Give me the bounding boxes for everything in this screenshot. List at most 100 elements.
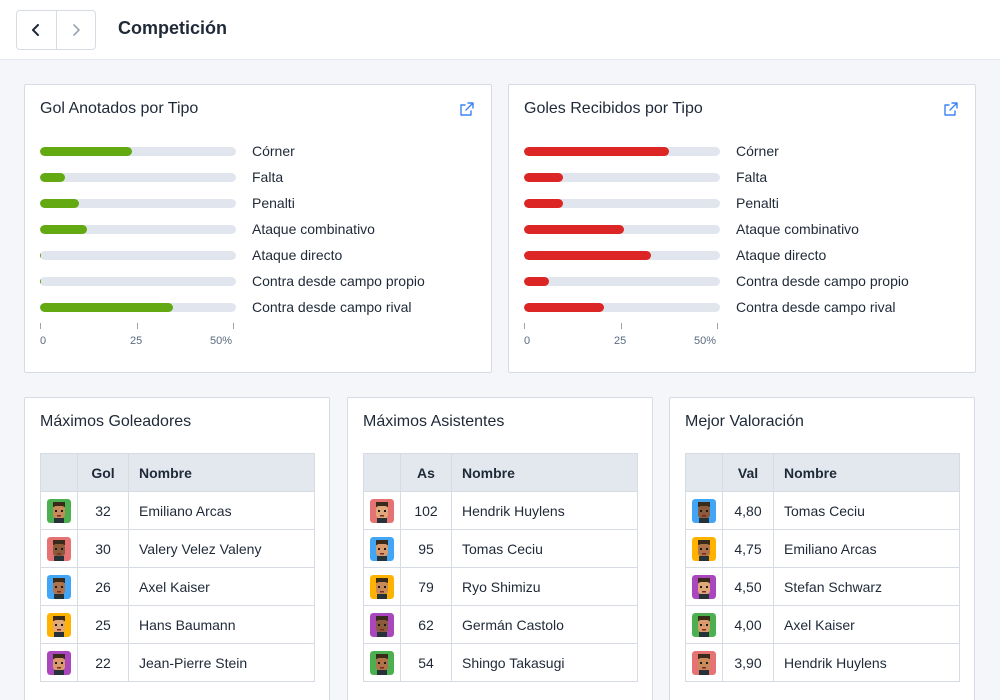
player-name[interactable]: Tomas Ceciu — [451, 529, 638, 568]
player-name[interactable]: Axel Kaiser — [128, 567, 315, 606]
avatar-cell — [363, 529, 401, 568]
table-row[interactable]: 4,00 Axel Kaiser — [685, 605, 960, 644]
player-name[interactable]: Hendrik Huylens — [773, 643, 960, 682]
stat-value: 4,50 — [722, 567, 774, 606]
table-row[interactable]: 22 Jean-Pierre Stein — [40, 643, 315, 682]
player-name[interactable]: Stefan Schwarz — [773, 567, 960, 606]
player-name[interactable]: Emiliano Arcas — [128, 491, 315, 530]
table-row[interactable]: 32 Emiliano Arcas — [40, 491, 315, 530]
x-axis: 0 25 50% — [40, 323, 240, 353]
bar-row: Falta — [524, 165, 964, 191]
forward-button[interactable] — [55, 11, 95, 49]
stat-value: 25 — [77, 605, 129, 644]
player-name[interactable]: Emiliano Arcas — [773, 529, 960, 568]
player-avatar-icon — [370, 574, 394, 599]
table-row[interactable]: 62 Germán Castolo — [363, 605, 638, 644]
axis-tick — [40, 323, 41, 329]
avatar-cell — [40, 529, 78, 568]
player-name[interactable]: Germán Castolo — [451, 605, 638, 644]
bar — [40, 199, 80, 208]
top-bar: Competición — [0, 0, 1000, 60]
bar-track — [40, 277, 236, 286]
column-header[interactable] — [40, 453, 78, 492]
player-name[interactable]: Axel Kaiser — [773, 605, 960, 644]
x-axis: 0 25 50% — [524, 323, 724, 353]
avatar-cell — [363, 643, 401, 682]
column-header[interactable]: As — [400, 453, 452, 492]
bar-label: Penalti — [736, 195, 779, 211]
card-title: Máximos Goleadores — [40, 413, 192, 430]
axis-tick-label: 50% — [694, 335, 717, 347]
bar-row: Contra desde campo propio — [524, 269, 964, 295]
player-avatar-icon — [692, 574, 716, 599]
bar — [524, 199, 564, 208]
stat-value: 4,75 — [722, 529, 774, 568]
page-title: Competición — [118, 18, 228, 38]
avatar-cell — [363, 491, 401, 530]
avatar-cell — [685, 643, 723, 682]
column-header[interactable]: Nombre — [128, 453, 315, 492]
stat-value: 54 — [400, 643, 452, 682]
player-avatar-icon — [370, 650, 394, 675]
player-avatar-icon — [692, 612, 716, 637]
axis-tick — [233, 323, 234, 329]
avatar-cell — [685, 605, 723, 644]
card-title: Mejor Valoración — [685, 413, 804, 430]
player-avatar-icon — [47, 498, 71, 523]
top-assists-table: As Nombre 102 Hendrik Huylens 95 Tomas Ceciu 7… — [363, 453, 638, 682]
goals-conceded-card: Goles Recibidos por Tipo Córner Falta Pena… — [508, 84, 976, 373]
bar-label: Contra desde campo propio — [736, 273, 909, 289]
player-name[interactable]: Hendrik Huylens — [451, 491, 638, 530]
table-row[interactable]: 102 Hendrik Huylens — [363, 491, 638, 530]
bar-label: Ataque directo — [736, 247, 827, 263]
external-link-icon[interactable] — [459, 101, 475, 117]
top-assists-card: Máximos Asistentes As Nombre 102 Hendrik Hu… — [347, 397, 653, 700]
column-header[interactable]: Val — [722, 453, 774, 492]
player-avatar-icon — [370, 612, 394, 637]
table-row[interactable]: 4,80 Tomas Ceciu — [685, 491, 960, 530]
back-button[interactable] — [17, 11, 56, 49]
bar-row: Córner — [40, 139, 480, 165]
bar-row: Ataque directo — [40, 243, 480, 269]
table-row[interactable]: 54 Shingo Takasugi — [363, 643, 638, 682]
column-header[interactable]: Gol — [77, 453, 129, 492]
axis-tick-label: 25 — [614, 335, 627, 347]
axis-tick — [137, 323, 138, 329]
table-row[interactable]: 95 Tomas Ceciu — [363, 529, 638, 568]
bar-row: Córner — [524, 139, 964, 165]
table-row[interactable]: 4,75 Emiliano Arcas — [685, 529, 960, 568]
bar-track — [524, 199, 720, 208]
chevron-left-icon — [32, 24, 40, 36]
stat-value: 4,00 — [722, 605, 774, 644]
stat-value: 62 — [400, 605, 452, 644]
chevron-right-icon — [73, 24, 80, 36]
bar-track — [40, 199, 236, 208]
table-row[interactable]: 26 Axel Kaiser — [40, 567, 315, 606]
player-name[interactable]: Shingo Takasugi — [451, 643, 638, 682]
column-header[interactable]: Nombre — [451, 453, 638, 492]
table-row[interactable]: 79 Ryo Shimizu — [363, 567, 638, 606]
player-name[interactable]: Valery Velez Valeny — [128, 529, 315, 568]
player-name[interactable]: Tomas Ceciu — [773, 491, 960, 530]
player-avatar-icon — [370, 498, 394, 523]
column-header[interactable] — [685, 453, 723, 492]
table-row[interactable]: 25 Hans Baumann — [40, 605, 315, 644]
history-nav — [16, 10, 96, 50]
bar-track — [40, 303, 236, 312]
bar-label: Córner — [252, 143, 295, 159]
axis-tick — [621, 323, 622, 329]
external-link-icon[interactable] — [943, 101, 959, 117]
avatar-cell — [40, 605, 78, 644]
table-row[interactable]: 3,90 Hendrik Huylens — [685, 643, 960, 682]
avatar-cell — [40, 643, 78, 682]
bar-row: Ataque directo — [524, 243, 964, 269]
table-row[interactable]: 30 Valery Velez Valeny — [40, 529, 315, 568]
column-header[interactable]: Nombre — [773, 453, 960, 492]
player-name[interactable]: Ryo Shimizu — [451, 567, 638, 606]
column-header[interactable] — [363, 453, 401, 492]
table-row[interactable]: 4,50 Stefan Schwarz — [685, 567, 960, 606]
player-name[interactable]: Hans Baumann — [128, 605, 315, 644]
player-name[interactable]: Jean-Pierre Stein — [128, 643, 315, 682]
bar — [524, 173, 564, 182]
axis-tick — [717, 323, 718, 329]
